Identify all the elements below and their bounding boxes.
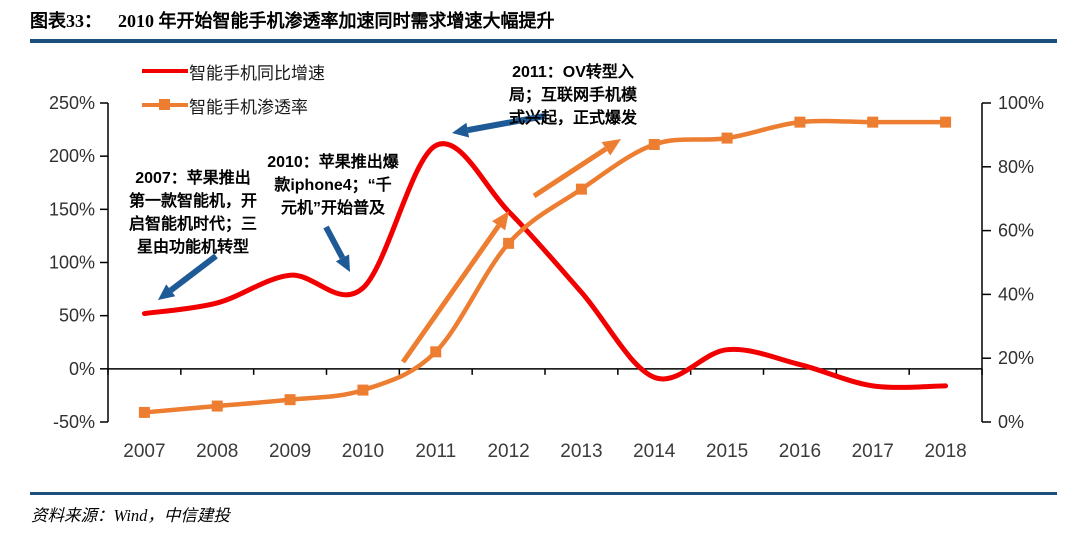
legend-orange-line-icon bbox=[142, 99, 188, 110]
callout-arrow-shaft bbox=[168, 253, 218, 293]
x-axis-label: 2017 bbox=[852, 441, 894, 462]
series-marker bbox=[721, 132, 733, 144]
right-axis-tick-label: 40% bbox=[998, 284, 1034, 304]
series-marker bbox=[211, 400, 223, 412]
legend-label-growth: 智能手机同比增速 bbox=[189, 63, 325, 83]
left-axis-tick-label: 100% bbox=[49, 253, 95, 273]
callout-arrow-shaft bbox=[467, 113, 546, 134]
legend-item-growth: 智能手机同比增速 bbox=[142, 64, 325, 83]
trend-arrow-head bbox=[492, 211, 509, 231]
left-axis-tick-label: 150% bbox=[49, 199, 95, 219]
annotation-2010: 2010：苹果推出爆 款iphone4；“千 元机”开始普及 bbox=[267, 154, 399, 217]
series-marker bbox=[940, 116, 952, 128]
callout-arrow-head bbox=[158, 284, 176, 300]
trend-arrow-shaft bbox=[400, 224, 501, 364]
source-text: 资料来源：Wind，中信建投 bbox=[31, 506, 230, 525]
bottom-divider bbox=[30, 492, 1057, 495]
trend-arrow-head bbox=[601, 139, 621, 156]
right-axis-tick-label: 0% bbox=[998, 412, 1024, 432]
x-axis-label: 2014 bbox=[633, 441, 676, 462]
x-axis-label: 2009 bbox=[269, 441, 311, 462]
series-marker bbox=[138, 406, 150, 418]
x-axis-label: 2010 bbox=[342, 441, 384, 462]
legend-item-penetration: 智能手机渗透率 bbox=[142, 98, 308, 117]
legend-square-icon bbox=[159, 99, 170, 110]
x-axis-label: 2013 bbox=[560, 441, 602, 462]
left-axis-tick-label: 50% bbox=[59, 306, 95, 326]
chart-header: 图表33： 2010 年开始智能手机渗透率加速同时需求增速大幅提升 bbox=[30, 7, 555, 33]
trend-arrow-shaft bbox=[532, 146, 608, 199]
callout-arrow-shaft bbox=[323, 225, 346, 260]
legend-label-penetration: 智能手机渗透率 bbox=[189, 97, 308, 117]
series-marker bbox=[648, 138, 660, 150]
x-axis-label: 2016 bbox=[779, 441, 821, 462]
series-marker bbox=[867, 116, 879, 128]
series-marker bbox=[357, 384, 369, 396]
series-marker bbox=[503, 237, 515, 249]
callout-arrow-head bbox=[452, 122, 470, 138]
annotation-2011: 2011：OV转型入 局；互联网手机模 式兴起，正式爆发 bbox=[508, 64, 637, 127]
legend-red-line-icon bbox=[142, 69, 188, 73]
series-marker bbox=[284, 394, 296, 406]
x-axis-label: 2018 bbox=[924, 441, 966, 462]
callout-arrow-head bbox=[335, 254, 350, 272]
left-axis-tick-label: 0% bbox=[69, 359, 95, 379]
right-axis-tick-label: 100% bbox=[998, 93, 1044, 113]
series-marker bbox=[575, 183, 587, 195]
left-axis-tick-label: 250% bbox=[49, 93, 95, 113]
x-axis-label: 2015 bbox=[706, 441, 748, 462]
left-axis-tick-label: 200% bbox=[49, 146, 95, 166]
chart-number-label: 图表33： bbox=[30, 11, 102, 31]
page-title: 2010 年开始智能手机渗透率加速同时需求增速大幅提升 bbox=[118, 11, 555, 31]
x-axis-label: 2012 bbox=[487, 441, 529, 462]
series-marker bbox=[794, 116, 806, 128]
left-axis-tick-label: -50% bbox=[53, 412, 95, 432]
x-axis-label: 2008 bbox=[196, 441, 238, 462]
right-axis-tick-label: 80% bbox=[998, 157, 1034, 177]
title-divider bbox=[30, 39, 1057, 43]
x-axis-label: 2007 bbox=[123, 441, 165, 462]
x-axis-label: 2011 bbox=[415, 441, 456, 462]
right-axis-tick-label: 60% bbox=[998, 221, 1034, 241]
annotation-2007: 2007：苹果推出 第一款智能机，开 启智能机时代；三 星由功能机转型 bbox=[128, 170, 257, 256]
series-line-0 bbox=[141, 141, 949, 390]
right-axis-tick-label: 20% bbox=[998, 348, 1034, 368]
series-marker bbox=[430, 346, 442, 358]
